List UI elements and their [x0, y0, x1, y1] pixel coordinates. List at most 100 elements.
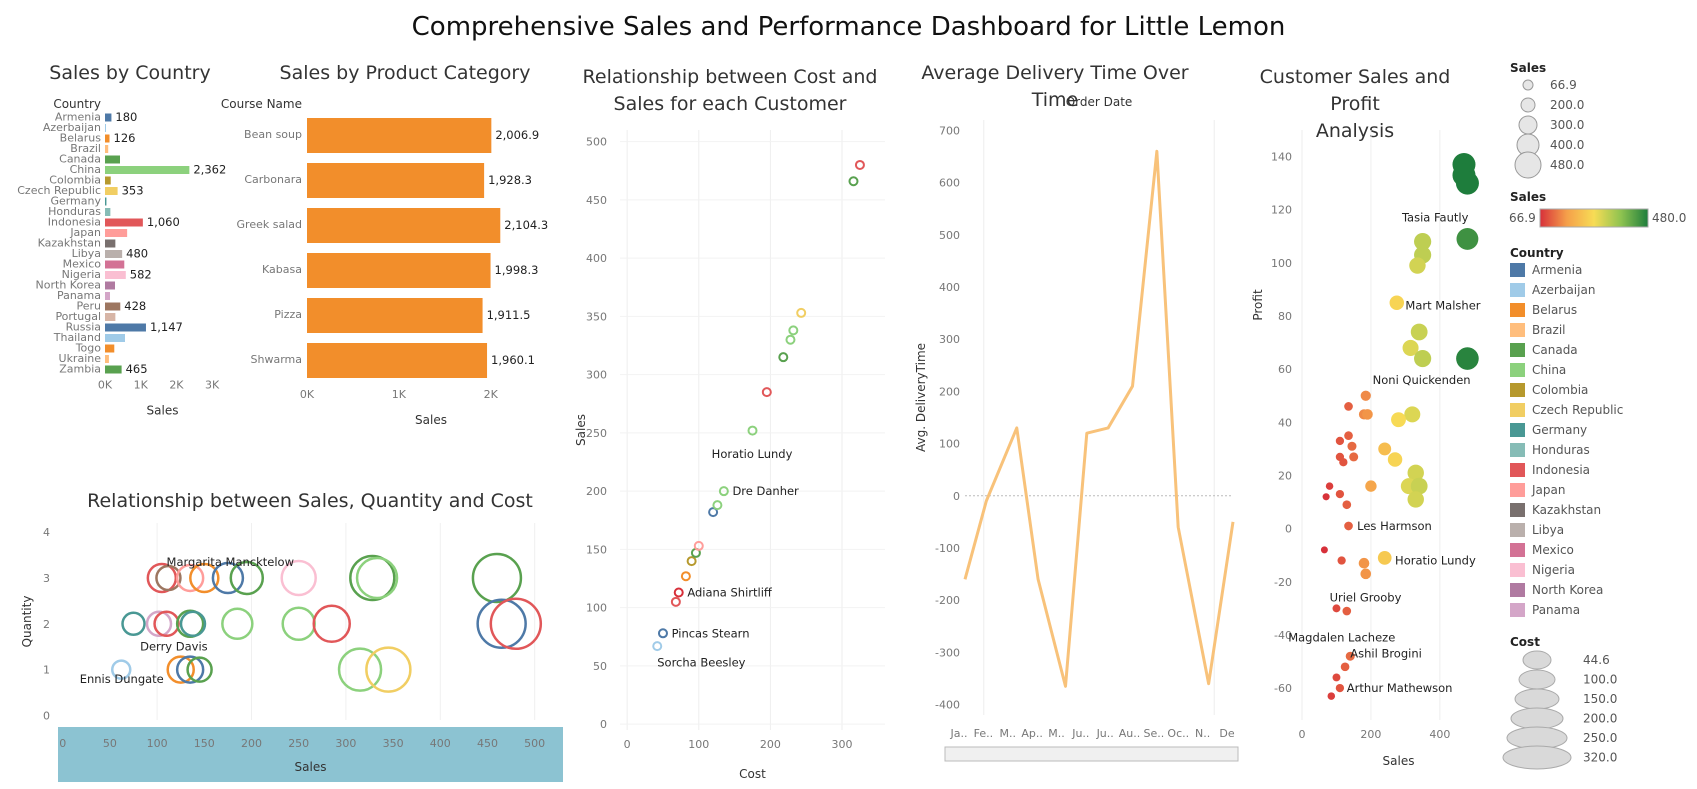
data-point: [1349, 452, 1359, 462]
data-point: [747, 425, 758, 436]
country-legend-swatch: [1510, 523, 1525, 537]
data-point: [854, 159, 865, 170]
y-tick-label: -400: [935, 699, 960, 712]
cost-legend-label: 150.0: [1583, 692, 1617, 706]
data-point: [848, 176, 859, 187]
x-axis-title: Sales: [295, 760, 327, 774]
country-legend-label: Panama: [1532, 603, 1580, 617]
y-tick-label: -300: [935, 646, 960, 659]
category-label: Pizza: [274, 308, 302, 321]
y-tick-label: 20: [1278, 469, 1292, 482]
data-point: [1456, 228, 1479, 250]
size-legend-label: 480.0: [1550, 158, 1584, 172]
data-point: [1455, 171, 1479, 195]
bubble: [179, 610, 207, 638]
country-label: Togo: [75, 342, 102, 355]
country-bar: [105, 365, 122, 374]
data-point: [670, 596, 681, 607]
country-value-label: 353: [122, 184, 144, 198]
country-label: Portugal: [55, 310, 101, 323]
costsales-chart-title: Relationship between Cost and Sales for e…: [575, 64, 885, 118]
country-bar: [105, 323, 146, 332]
country-value-label: 428: [124, 299, 146, 313]
data-point: [1407, 491, 1424, 508]
x-tick-label: 3K: [205, 379, 220, 392]
y-tick-label: 80: [1278, 310, 1292, 323]
data-point: [1402, 339, 1419, 356]
country-bar: [105, 292, 110, 300]
data-point: [1327, 692, 1336, 700]
data-line: [963, 149, 1235, 688]
size-legend-label: 400.0: [1550, 138, 1584, 152]
data-point: [1391, 412, 1406, 428]
x-tick-label: 2K: [169, 379, 184, 392]
category-bar: [307, 118, 492, 153]
country-legend-label: Kazakhstan: [1532, 503, 1601, 517]
country-bar: [105, 271, 126, 279]
country-label: Zambia: [59, 363, 101, 376]
category-label: Bean soup: [244, 128, 302, 141]
y-tick-label: 140: [1271, 151, 1292, 164]
country-bar: [105, 229, 128, 237]
y-tick-label: 50: [593, 660, 607, 673]
data-point: [1358, 557, 1370, 569]
y-tick-label: 120: [1271, 204, 1292, 217]
x-tick-label: 1K: [134, 379, 149, 392]
country-value-label: 1,060: [147, 215, 180, 229]
category-value-label: 1,960.1: [491, 353, 535, 367]
country-bar: [105, 134, 110, 143]
country-legend-label: Czech Republic: [1532, 403, 1623, 417]
country-label: Armenia: [55, 111, 101, 124]
color-legend-ramp: [1539, 208, 1649, 228]
country-legend-label: Armenia: [1532, 263, 1582, 277]
y-tick-label: 200: [939, 385, 960, 398]
category-label: Shwarma: [251, 353, 302, 366]
bubble: [489, 597, 543, 651]
country-value-label: 465: [126, 362, 148, 376]
category-bar: [307, 343, 488, 378]
data-point: [718, 486, 729, 497]
point-annotation: Dre Danher: [732, 484, 799, 498]
x-tick-label: 350: [383, 737, 404, 750]
country-legend-label: Germany: [1532, 423, 1587, 437]
point-annotation: Pincas Stearn: [672, 626, 750, 640]
y-tick-label: -200: [935, 594, 960, 607]
country-value-label: 480: [126, 247, 148, 261]
country-legend-label: Colombia: [1532, 383, 1588, 397]
bubble: [365, 646, 412, 693]
x-tick-label: 200: [1360, 728, 1381, 741]
x-tick-label: 200: [760, 738, 781, 751]
country-legend-swatch: [1510, 283, 1525, 297]
country-legend-label: China: [1532, 363, 1566, 377]
bubble: [189, 562, 220, 594]
category-bar-chart: Course Name Bean soup 2,006.9 Carbonara 1,92…: [221, 97, 548, 427]
y-tick-label: 400: [586, 252, 607, 265]
country-legend-swatch: [1510, 463, 1525, 477]
data-point: [1378, 442, 1392, 456]
point-annotation: Sorcha Beesley: [657, 655, 745, 669]
y-tick-label: 150: [586, 543, 607, 556]
country-label: Indonesia: [48, 216, 101, 229]
country-legend-swatch: [1510, 503, 1525, 517]
delivery-line-chart: Order Date -400 -300 -200 -100 0 100 200 300 400 5…: [914, 95, 1239, 762]
point-annotation: Horatio Lundy: [712, 447, 793, 461]
data-point: [1325, 482, 1334, 490]
cost-legend-shape: [1502, 745, 1572, 770]
y-tick-label: 200: [586, 485, 607, 498]
x-tick-label: Ap..: [1021, 727, 1043, 740]
bubble: [280, 559, 317, 597]
point-annotation: Arthur Mathewson: [1347, 681, 1453, 695]
point-annotation: Adiana Shirtliff: [687, 586, 773, 600]
country-bar: [105, 218, 143, 227]
size-legend-label: 200.0: [1550, 98, 1584, 112]
data-point: [1365, 480, 1377, 492]
country-label: Kazakhstan: [38, 237, 101, 250]
bubble: [121, 611, 146, 637]
cost-legend-shape: [1510, 707, 1564, 730]
x-axis-title: Sales: [147, 404, 179, 418]
y-tick-label: 40: [1278, 416, 1292, 429]
cost-legend-label: 320.0: [1583, 751, 1617, 765]
data-point: [712, 500, 723, 511]
country-label: Nigeria: [62, 268, 101, 281]
country-bar: [105, 113, 112, 122]
